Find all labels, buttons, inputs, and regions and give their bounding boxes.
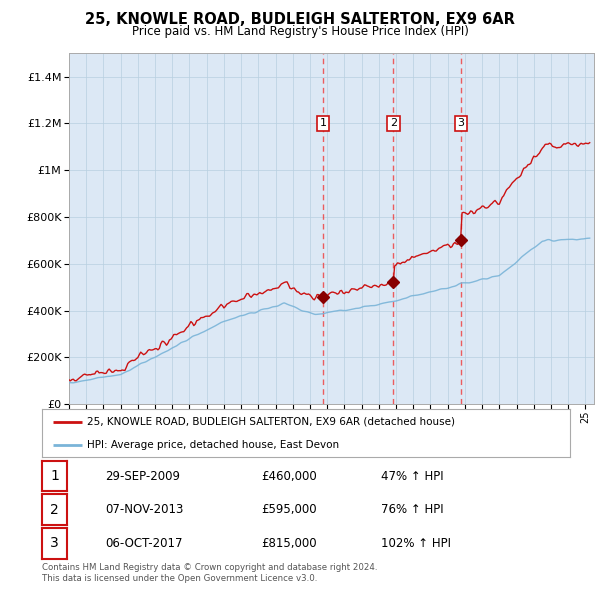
Text: 1: 1 [319,119,326,128]
Text: 2: 2 [50,503,59,517]
Text: Price paid vs. HM Land Registry's House Price Index (HPI): Price paid vs. HM Land Registry's House … [131,25,469,38]
Text: £595,000: £595,000 [261,503,317,516]
Text: HPI: Average price, detached house, East Devon: HPI: Average price, detached house, East… [87,440,339,450]
Text: 29-SEP-2009: 29-SEP-2009 [105,470,180,483]
Text: 25, KNOWLE ROAD, BUDLEIGH SALTERTON, EX9 6AR: 25, KNOWLE ROAD, BUDLEIGH SALTERTON, EX9… [85,12,515,27]
Text: 06-OCT-2017: 06-OCT-2017 [105,537,182,550]
Text: Contains HM Land Registry data © Crown copyright and database right 2024.: Contains HM Land Registry data © Crown c… [42,563,377,572]
Text: 3: 3 [50,536,59,550]
Text: This data is licensed under the Open Government Licence v3.0.: This data is licensed under the Open Gov… [42,574,317,583]
Text: 25, KNOWLE ROAD, BUDLEIGH SALTERTON, EX9 6AR (detached house): 25, KNOWLE ROAD, BUDLEIGH SALTERTON, EX9… [87,417,455,427]
Text: 3: 3 [458,119,464,128]
Text: 47% ↑ HPI: 47% ↑ HPI [381,470,443,483]
Text: 102% ↑ HPI: 102% ↑ HPI [381,537,451,550]
Text: £460,000: £460,000 [261,470,317,483]
Text: 2: 2 [390,119,397,128]
Text: 07-NOV-2013: 07-NOV-2013 [105,503,184,516]
Text: £815,000: £815,000 [261,537,317,550]
Text: 76% ↑ HPI: 76% ↑ HPI [381,503,443,516]
Text: 1: 1 [50,469,59,483]
